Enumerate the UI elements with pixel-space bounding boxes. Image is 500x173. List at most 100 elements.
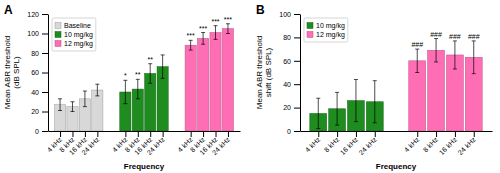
legend-swatch (55, 23, 61, 29)
error-bar (453, 41, 457, 69)
x-tick: 24 kHz (80, 131, 101, 156)
y-tick-mark (294, 37, 300, 38)
significance-mark: ### (430, 31, 442, 38)
y-tick-label: 20 (283, 104, 291, 111)
x-tick: 24 kHz (358, 131, 379, 156)
x-tick-mark (417, 131, 418, 137)
x-tick-mark (375, 131, 376, 137)
error-bar (161, 55, 165, 78)
error-bar (95, 84, 99, 96)
y-tick-mark (42, 92, 48, 93)
legend: 10 mg/kg12 mg/kg (304, 18, 348, 42)
error-bar (83, 91, 87, 107)
y-tick-label: 80 (31, 50, 39, 57)
y-axis-title-line: Mean ABR threshold (255, 36, 264, 109)
error-bar (136, 79, 140, 99)
error-bar (472, 41, 476, 74)
y-tick: 40 (283, 81, 300, 88)
y-tick-label: 60 (31, 69, 39, 76)
plot-marks (310, 39, 482, 131)
y-axis: 020406080100 (279, 11, 300, 135)
x-tick-mark (125, 131, 126, 137)
y-axis-line (300, 15, 301, 132)
x-tick: 8 kHz (323, 131, 341, 153)
x-tick-mark (191, 131, 192, 137)
y-tick-label: 120 (27, 11, 39, 18)
y-tick-label: 60 (283, 58, 291, 65)
significance-mark: *** (211, 18, 219, 25)
y-tick-mark (294, 14, 300, 15)
legend-label: 12 mg/kg (64, 40, 93, 48)
x-tick: 24 kHz (211, 131, 232, 156)
x-tick-label: 16 kHz (438, 135, 459, 156)
significance-mark: ** (135, 71, 141, 78)
x-tick-mark (150, 131, 151, 137)
y-tick-mark (42, 53, 48, 54)
figure: *****************4 kHz8 kHz16 kHz24 kHz4… (0, 0, 500, 173)
significance-mark: ### (411, 41, 423, 48)
y-tick-label: 40 (31, 89, 39, 96)
error-bar (214, 26, 218, 40)
legend-label: 10 mg/kg (64, 31, 93, 39)
bar (222, 29, 233, 131)
x-tick-label: 24 kHz (358, 135, 379, 156)
y-tick: 120 (27, 11, 48, 18)
x-tick-mark (356, 131, 357, 137)
x-tick-mark (455, 131, 456, 137)
y-tick-label: 100 (27, 30, 39, 37)
error-bar (189, 40, 193, 50)
y-tick: 0 (35, 128, 48, 135)
bar (198, 38, 209, 131)
y-tick-mark (42, 73, 48, 74)
error-bar (316, 98, 320, 128)
y-axis-title-line: (dB SPL) (12, 56, 21, 89)
x-axis: 4 kHz8 kHz16 kHz24 kHz4 kHz8 kHz16 kHz24… (46, 131, 241, 156)
significance-mark: *** (199, 25, 207, 32)
significance-mark: ** (147, 56, 153, 63)
x-tick-label: 4 kHz (403, 135, 421, 153)
error-bar (226, 24, 230, 34)
legend-swatch (307, 32, 313, 38)
error-bar (201, 33, 205, 45)
significance-mark: ### (468, 33, 480, 40)
error-bar (123, 80, 127, 103)
y-tick-mark (294, 84, 300, 85)
y-tick-mark (294, 131, 300, 132)
y-tick-mark (42, 131, 48, 132)
x-tick: 16 kHz (339, 131, 360, 156)
y-tick-label: 100 (279, 11, 291, 18)
x-axis-title: Frequency (376, 162, 417, 171)
panel-title: A (4, 3, 13, 17)
error-bar (434, 39, 438, 62)
significance-mark: *** (224, 16, 232, 23)
y-tick-mark (294, 61, 300, 62)
bar (185, 45, 196, 131)
significance-mark: ### (449, 33, 461, 40)
y-tick-mark (294, 108, 300, 109)
legend: Baseline 10 mg/kg12 mg/kg (52, 18, 96, 51)
legend-frame (304, 18, 348, 42)
y-tick-label: 0 (35, 128, 39, 135)
legend-item: 12 mg/kg (307, 31, 345, 39)
y-tick-mark (42, 112, 48, 113)
y-tick-label: 80 (283, 34, 291, 41)
legend-item: 10 mg/kg (307, 22, 345, 30)
legend-swatch (55, 41, 61, 47)
x-tick-mark (228, 131, 229, 137)
plot-marks (54, 24, 233, 131)
error-bar (70, 102, 74, 112)
x-tick-mark (318, 131, 319, 137)
x-tick-mark (163, 131, 164, 137)
y-tick: 60 (283, 58, 300, 65)
x-tick-mark (436, 131, 437, 137)
annotations: ***************** (124, 16, 232, 80)
x-tick-mark (97, 131, 98, 137)
x-tick-label: 24 kHz (211, 135, 232, 156)
legend-item: Baseline (55, 22, 91, 29)
x-tick-mark (85, 131, 86, 137)
legend-swatch (307, 23, 313, 29)
x-axis-line (301, 131, 493, 132)
error-bar (335, 92, 339, 125)
y-axis-title: Mean ABR threshold(dB SPL) (3, 36, 21, 109)
y-axis: 020406080100120 (27, 11, 48, 135)
